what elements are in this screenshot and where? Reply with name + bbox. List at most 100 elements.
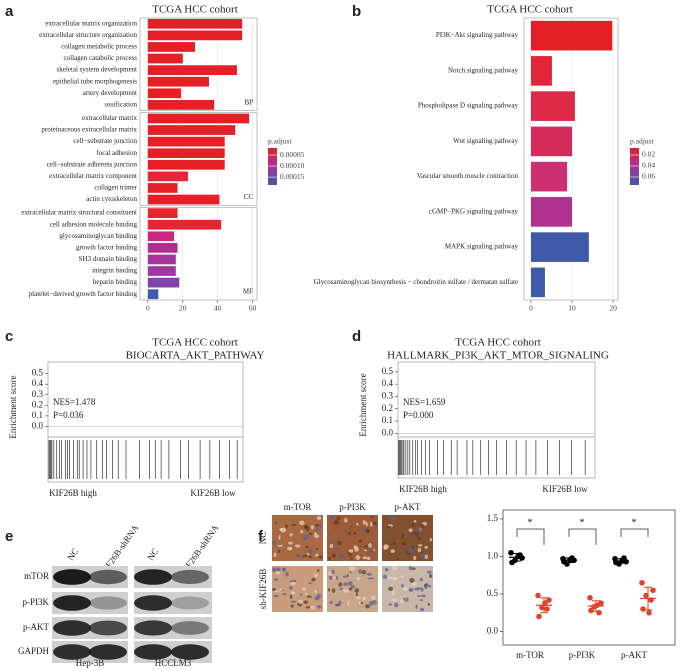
bar (147, 183, 178, 193)
ihc-cell (344, 589, 350, 593)
ihc-cell (411, 567, 416, 571)
y-tick-label: 1.0 (487, 551, 499, 561)
ihc-cell (334, 547, 340, 551)
y-tick-label: 0.3 (382, 390, 394, 400)
ihc-cell (272, 567, 277, 573)
colorbar-label: 0.00010 (280, 161, 305, 170)
ihc-tile (382, 515, 433, 561)
bar (147, 254, 176, 265)
ihc-cell (406, 597, 409, 602)
ihc-cell (388, 603, 393, 606)
chart-subtitle: BIOCARTA_AKT_PATHWAY (126, 350, 265, 362)
ihc-cell (273, 578, 279, 581)
ihc-cell (278, 549, 281, 554)
ihc-cell (365, 522, 368, 527)
blot-band (134, 569, 172, 585)
ihc-cell (316, 516, 322, 520)
y-tick-label: collagen trimer (94, 184, 137, 192)
y-tick-label: 0.2 (382, 403, 393, 413)
x-end-label: KIF26B high (49, 488, 97, 498)
ihc-cell (355, 592, 359, 597)
ihc-cell (305, 545, 309, 549)
ihc-cell (337, 540, 342, 546)
blot-band (53, 595, 91, 611)
ihc-cell (369, 521, 373, 527)
bar (147, 65, 237, 75)
y-tick-label: 0.1 (32, 410, 43, 420)
ihc-cell (388, 586, 394, 591)
ihc-cell (421, 594, 426, 598)
ihc-cell (335, 575, 339, 581)
ihc-cell (401, 533, 405, 539)
ihc-cell (331, 588, 336, 593)
y-tick-label: cell adhesion molecule binding (50, 220, 138, 228)
ihc-cell (346, 574, 349, 577)
bar (530, 20, 613, 51)
bar (147, 219, 222, 230)
colorbar-label: 0.00015 (280, 172, 305, 181)
ihc-cell (387, 525, 392, 529)
y-tick-label: artery development (83, 89, 137, 97)
chart-subtitle: HALLMARK_PI3K_AKT_MTOR_SIGNALING (387, 350, 609, 362)
ihc-cell (336, 516, 341, 521)
ihc-cell (363, 528, 367, 533)
ihc-cell (329, 540, 333, 545)
ihc-cell (391, 598, 397, 601)
ihc-cell (327, 588, 331, 592)
bar (147, 125, 236, 135)
ihc-cell (350, 557, 353, 561)
bar (530, 232, 589, 262)
ihc-cell (367, 543, 372, 548)
ihc-cell (291, 600, 297, 603)
ihc-cell (427, 584, 432, 588)
ihc-cell (333, 519, 339, 525)
y-tick-label: cell−substrate junction (73, 137, 137, 145)
ihc-cell (299, 593, 303, 596)
y-tick-label: 0.5 (487, 588, 499, 598)
colorbar-label: 0.02 (642, 150, 655, 159)
ihc-cell (408, 528, 413, 533)
ihc-cell (350, 584, 355, 589)
panel-label: a (5, 3, 14, 20)
ihc-cell (328, 514, 334, 520)
x-tick-label: 40 (214, 304, 222, 313)
ihc-cell (424, 554, 429, 559)
y-tick-label: 0.5 (382, 366, 394, 376)
y-tick-label: Vascular smooth muscle contraction (417, 172, 519, 180)
data-point (646, 609, 652, 616)
ihc-cell (420, 552, 426, 558)
ihc-cell (355, 555, 361, 560)
ihc-cell (315, 553, 319, 557)
ihc-cell (347, 601, 350, 606)
y-tick-label: Wnt signaling pathway (453, 137, 518, 145)
blot-band (134, 620, 172, 636)
ihc-cell (328, 575, 333, 580)
ihc-cell (277, 544, 283, 547)
y-tick-label: MAPK signaling pathway (445, 243, 519, 251)
colorbar-label: 0.00005 (280, 150, 305, 159)
ihc-cell (299, 520, 305, 526)
x-end-label: KIF26B low (542, 484, 588, 494)
ihc-cell (413, 520, 417, 523)
ihc-cell (329, 600, 333, 605)
ihc-cell (429, 538, 433, 542)
x-tick-label: 0 (146, 304, 150, 313)
ihc-cell (282, 593, 287, 596)
y-tick-label: PI3K−Akt signaling pathway (436, 31, 519, 39)
blot-band (53, 620, 91, 636)
ihc-cell (392, 541, 397, 546)
blot-band (134, 644, 172, 660)
ihc-column-label: m-TOR (284, 502, 312, 512)
blot-band (171, 569, 209, 585)
y-tick-label: 0.1 (382, 415, 393, 425)
blot-band (134, 595, 172, 611)
ihc-cell (285, 524, 288, 529)
ihc-row-label: sh-KIF26B (258, 569, 268, 610)
y-tick-label: skeletal system development (57, 66, 138, 74)
significance-bracket (568, 528, 597, 545)
y-tick-label: epithelial tube morphogenesis (53, 77, 137, 85)
colorbar-label: 0.06 (642, 172, 655, 181)
ihc-cell (419, 607, 425, 612)
ihc-cell (282, 567, 286, 572)
